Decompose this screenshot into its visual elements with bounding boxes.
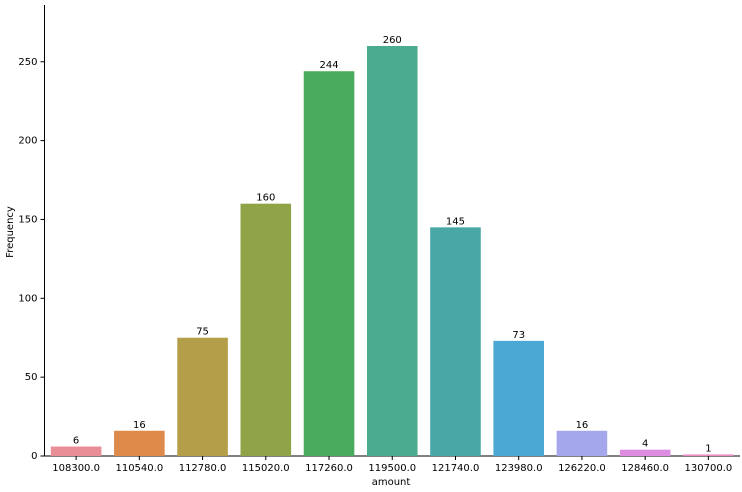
data-label: 1 <box>705 443 711 454</box>
bar <box>114 430 165 456</box>
x-axis-label: amount <box>372 477 411 488</box>
x-tick-label: 126220.0 <box>558 463 606 474</box>
x-tick-label: 121740.0 <box>432 463 480 474</box>
data-label: 160 <box>256 193 275 204</box>
data-label: 6 <box>73 436 79 447</box>
bar <box>303 71 355 456</box>
x-tick-label: 119500.0 <box>368 463 416 474</box>
bar <box>619 449 671 456</box>
x-tick-label: 130700.0 <box>685 463 733 474</box>
bar <box>240 203 292 456</box>
y-tick-label: 100 <box>18 293 37 304</box>
data-label: 4 <box>642 439 648 450</box>
data-label: 260 <box>383 35 402 46</box>
x-tick-label: 112780.0 <box>179 463 227 474</box>
data-label: 16 <box>576 420 589 431</box>
bar <box>50 446 102 456</box>
bar <box>366 46 418 456</box>
x-tick-label: 123980.0 <box>495 463 543 474</box>
data-label: 244 <box>319 60 338 71</box>
bar <box>556 430 608 456</box>
data-label: 73 <box>512 330 525 341</box>
data-label: 16 <box>133 420 146 431</box>
bar <box>683 454 734 456</box>
data-label: 145 <box>446 216 465 227</box>
x-tick-label: 115020.0 <box>242 463 290 474</box>
y-tick-label: 200 <box>18 136 37 147</box>
y-tick-label: 0 <box>31 451 37 462</box>
y-tick-label: 250 <box>18 57 37 68</box>
bar <box>177 337 228 456</box>
bar <box>493 340 544 456</box>
bar <box>430 227 481 456</box>
x-tick-label: 110540.0 <box>115 463 163 474</box>
x-tick-label: 128460.0 <box>621 463 669 474</box>
y-axis-label: Frequency <box>5 206 16 258</box>
data-label: 75 <box>196 327 209 338</box>
x-tick-label: 117260.0 <box>305 463 353 474</box>
y-tick-label: 150 <box>18 214 37 225</box>
y-tick-label: 50 <box>25 372 38 383</box>
x-tick-label: 108300.0 <box>52 463 100 474</box>
